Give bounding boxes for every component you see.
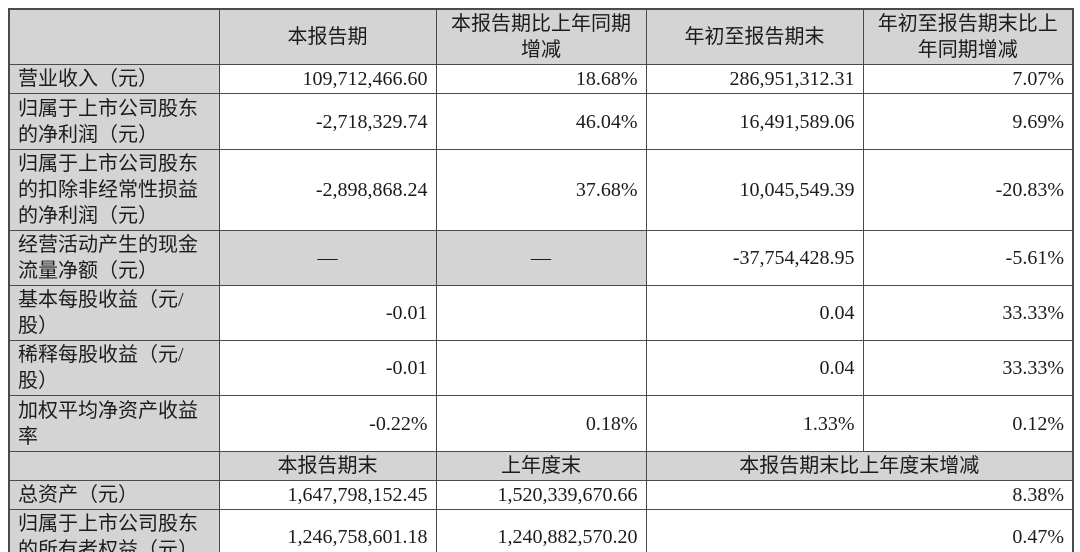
col-header-ytd-yoy: 年初至报告期末比上 年同期增减 — [862, 8, 1074, 65]
net-profit-ytd-yoy-value: 9.69% — [862, 93, 1074, 150]
col-header-current-period-yoy: 本报告期比上年同期 增减 — [435, 8, 647, 65]
col-header-current-period: 本报告期 — [218, 8, 437, 65]
table-row-basic-eps: 基本每股收益（元/ 股） -0.01 0.04 33.33% — [8, 285, 1074, 341]
cash-flow-current-yoy-dash: — — [435, 230, 647, 286]
row-label-total-assets: 总资产（元） — [8, 480, 220, 510]
cash-flow-ytd-value: -37,754,428.95 — [645, 230, 864, 286]
row-label-operating-cash-flow: 经营活动产生的现金 流量净额（元） — [8, 230, 220, 286]
revenue-ytd-value: 286,951,312.31 — [645, 64, 864, 94]
col-header-period-end: 本报告期末 — [218, 451, 437, 481]
basic-eps-ytd-value: 0.04 — [645, 285, 864, 341]
basic-eps-ytd-yoy-value: 33.33% — [862, 285, 1074, 341]
net-profit-excl-ytd-yoy-value: -20.83% — [862, 149, 1074, 231]
col-header-ytd: 年初至报告期末 — [645, 8, 864, 65]
revenue-ytd-yoy-value: 7.07% — [862, 64, 1074, 94]
roe-current-value: -0.22% — [218, 395, 437, 452]
table-row-net-profit-excl-nonrecurring: 归属于上市公司股东 的扣除非经常性损益 的净利润（元） -2,898,868.2… — [8, 149, 1074, 231]
net-profit-current-value: -2,718,329.74 — [218, 93, 437, 150]
roe-ytd-value: 1.33% — [645, 395, 864, 452]
total-assets-prior-year-end-value: 1,520,339,670.66 — [435, 480, 647, 510]
equity-prior-year-end-value: 1,240,882,570.20 — [435, 509, 647, 552]
row-label-diluted-eps: 稀释每股收益（元/ 股） — [8, 340, 220, 396]
table-row-weighted-avg-roe: 加权平均净资产收益 率 -0.22% 0.18% 1.33% 0.12% — [8, 395, 1074, 452]
table-header-row-1: 本报告期 本报告期比上年同期 增减 年初至报告期末 年初至报告期末比上 年同期增… — [8, 8, 1074, 65]
row-label-basic-eps: 基本每股收益（元/ 股） — [8, 285, 220, 341]
net-profit-excl-current-value: -2,898,868.24 — [218, 149, 437, 231]
revenue-current-yoy-value: 18.68% — [435, 64, 647, 94]
table-row-revenue: 营业收入（元） 109,712,466.60 18.68% 286,951,31… — [8, 64, 1074, 94]
net-profit-excl-ytd-value: 10,045,549.39 — [645, 149, 864, 231]
revenue-current-value: 109,712,466.60 — [218, 64, 437, 94]
total-assets-change-value: 8.38% — [645, 480, 1074, 510]
row-label-net-profit-excl-nonrecurring: 归属于上市公司股东 的扣除非经常性损益 的净利润（元） — [8, 149, 220, 231]
net-profit-current-yoy-value: 46.04% — [435, 93, 647, 150]
row-label-net-profit: 归属于上市公司股东 的净利润（元） — [8, 93, 220, 150]
cash-flow-current-dash: — — [218, 230, 437, 286]
roe-ytd-yoy-value: 0.12% — [862, 395, 1074, 452]
col-header-period-end-vs-prior: 本报告期末比上年度末增减 — [645, 451, 1074, 481]
basic-eps-current-value: -0.01 — [218, 285, 437, 341]
corner-cell-2 — [8, 451, 220, 481]
basic-eps-current-yoy-empty — [435, 285, 647, 341]
row-label-revenue: 营业收入（元） — [8, 64, 220, 94]
diluted-eps-current-value: -0.01 — [218, 340, 437, 396]
table-row-net-profit: 归属于上市公司股东 的净利润（元） -2,718,329.74 46.04% 1… — [8, 93, 1074, 150]
corner-cell — [8, 8, 220, 65]
table-header-row-2: 本报告期末 上年度末 本报告期末比上年度末增减 — [8, 451, 1074, 481]
table-row-operating-cash-flow: 经营活动产生的现金 流量净额（元） — — -37,754,428.95 -5.… — [8, 230, 1074, 286]
cash-flow-ytd-yoy-value: -5.61% — [862, 230, 1074, 286]
diluted-eps-ytd-value: 0.04 — [645, 340, 864, 396]
net-profit-ytd-value: 16,491,589.06 — [645, 93, 864, 150]
diluted-eps-ytd-yoy-value: 33.33% — [862, 340, 1074, 396]
net-profit-excl-current-yoy-value: 37.68% — [435, 149, 647, 231]
equity-period-end-value: 1,246,758,601.18 — [218, 509, 437, 552]
roe-current-yoy-value: 0.18% — [435, 395, 647, 452]
diluted-eps-current-yoy-empty — [435, 340, 647, 396]
table-row-diluted-eps: 稀释每股收益（元/ 股） -0.01 0.04 33.33% — [8, 340, 1074, 396]
row-label-weighted-avg-roe: 加权平均净资产收益 率 — [8, 395, 220, 452]
financial-summary-table: 本报告期 本报告期比上年同期 增减 年初至报告期末 年初至报告期末比上 年同期增… — [8, 8, 1074, 552]
table-row-total-assets: 总资产（元） 1,647,798,152.45 1,520,339,670.66… — [8, 480, 1074, 510]
equity-change-value: 0.47% — [645, 509, 1074, 552]
col-header-prior-year-end: 上年度末 — [435, 451, 647, 481]
total-assets-period-end-value: 1,647,798,152.45 — [218, 480, 437, 510]
row-label-equity: 归属于上市公司股东 的所有者权益（元） — [8, 509, 220, 552]
table-row-equity: 归属于上市公司股东 的所有者权益（元） 1,246,758,601.18 1,2… — [8, 509, 1074, 552]
